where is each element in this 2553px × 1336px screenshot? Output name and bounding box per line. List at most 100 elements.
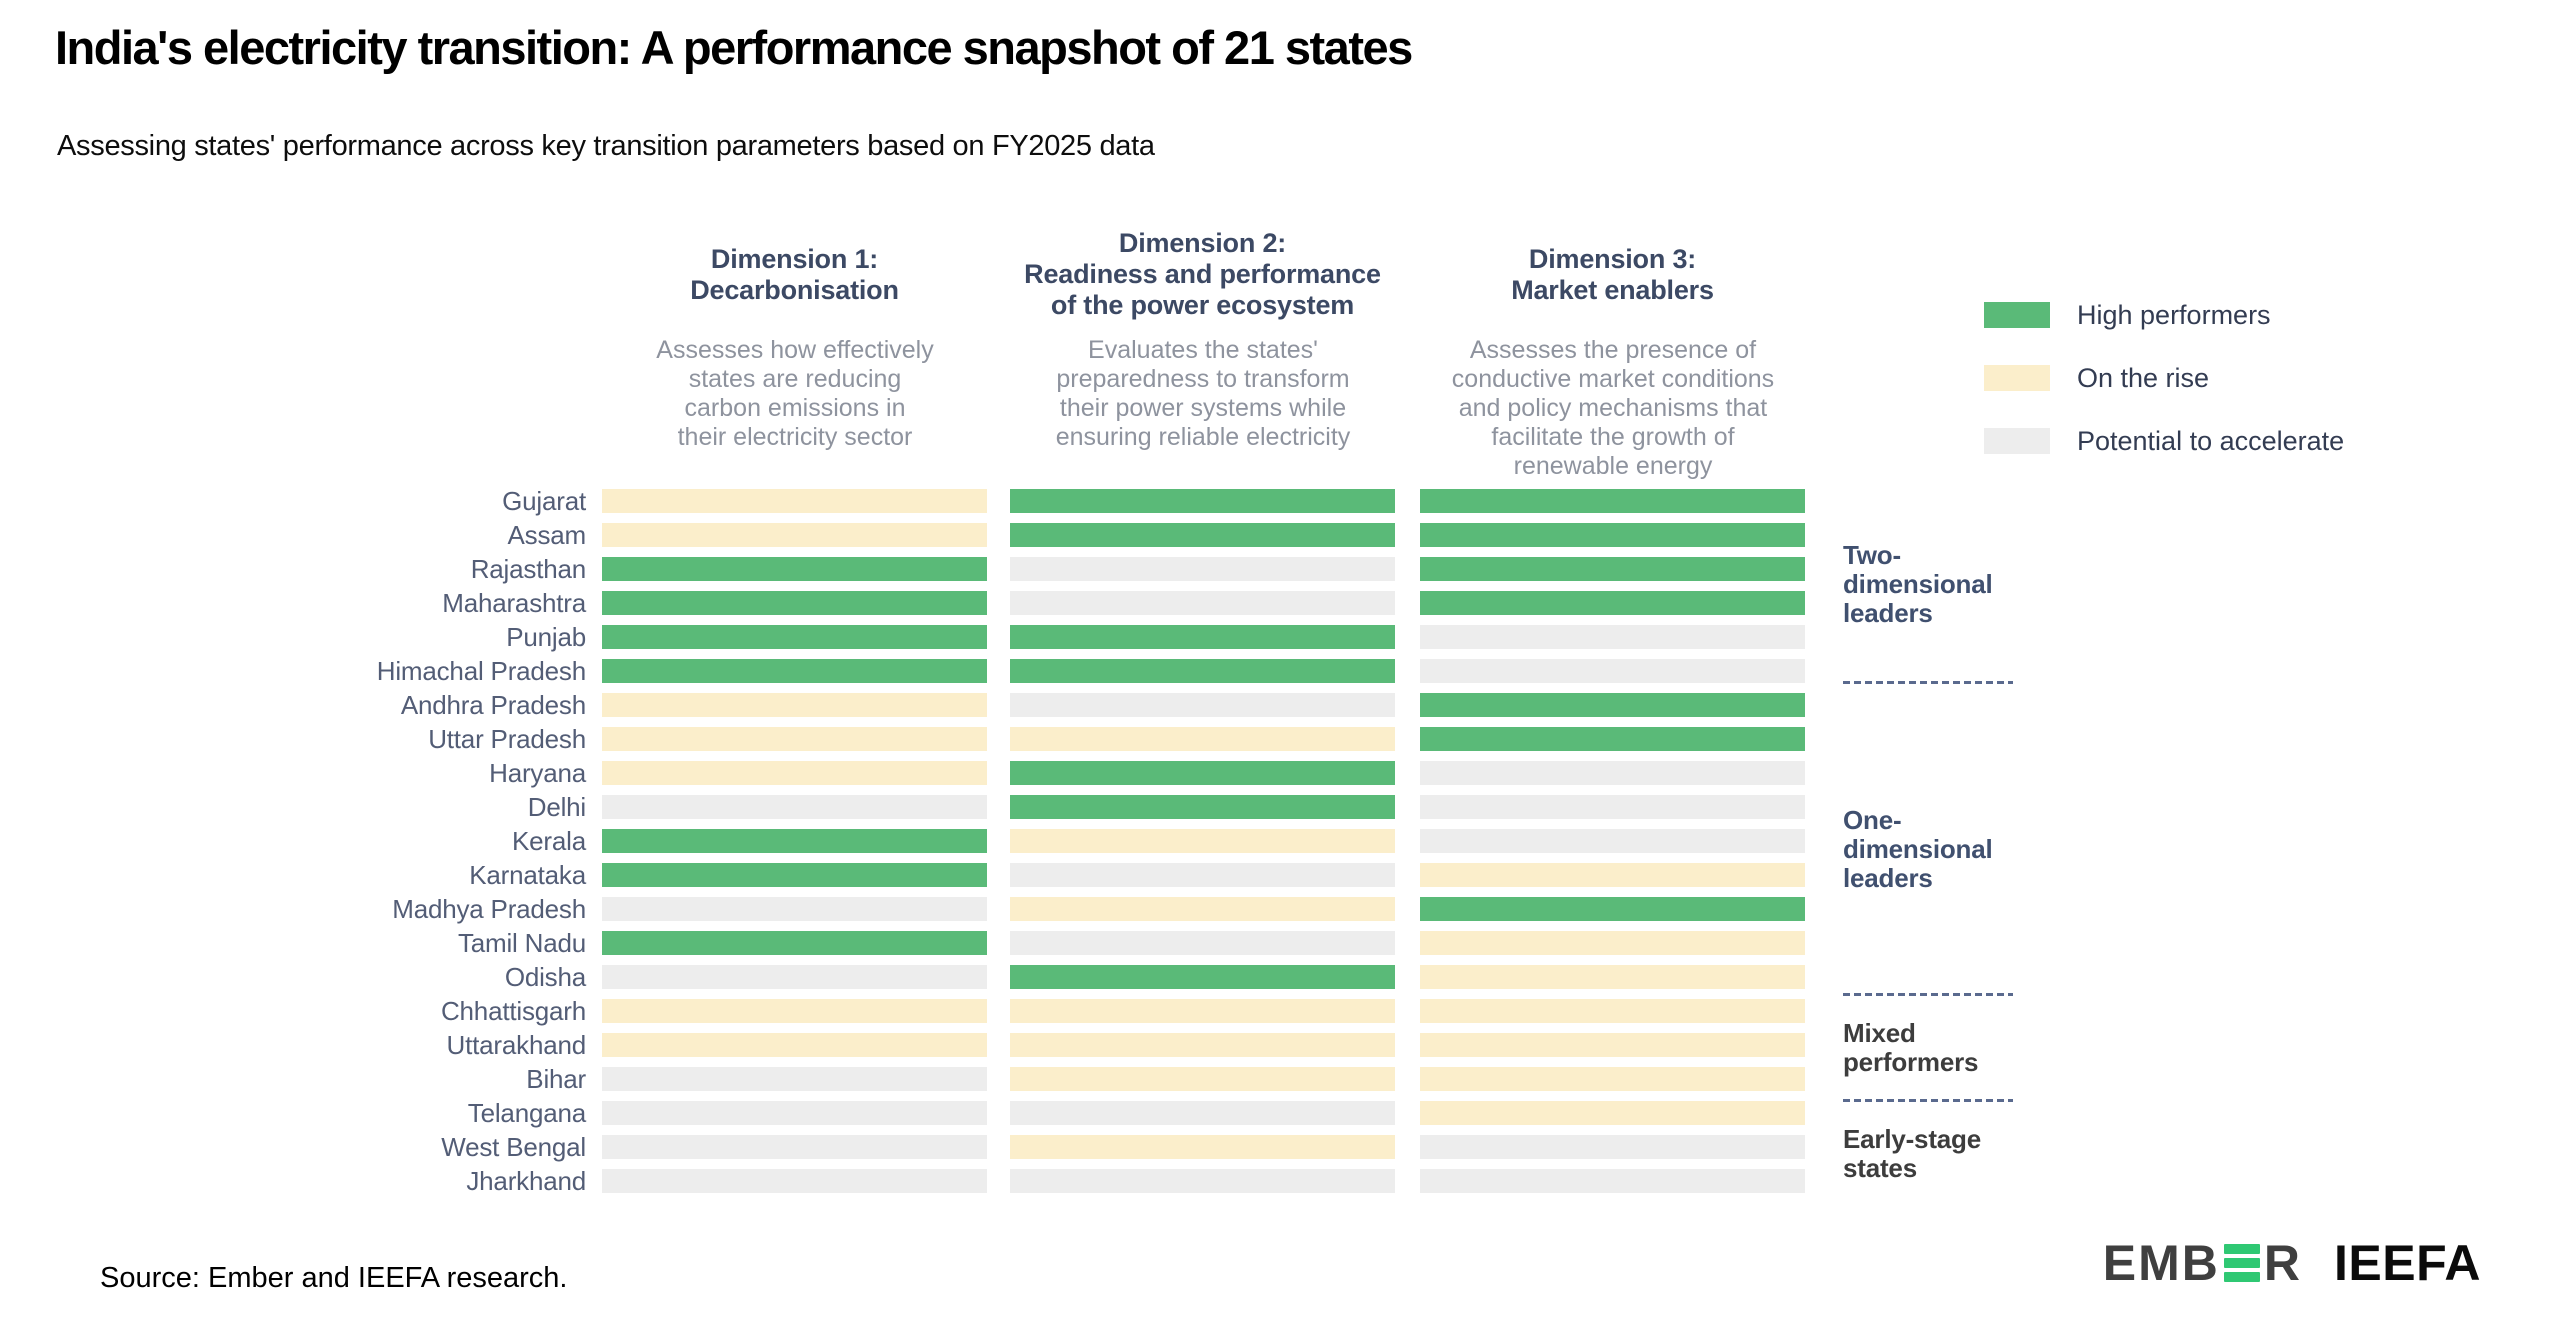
performance-bar xyxy=(1420,1135,1805,1159)
performance-bar xyxy=(1420,965,1805,989)
performance-bar xyxy=(1420,795,1805,819)
performance-bar xyxy=(1420,999,1805,1023)
state-label: Punjab xyxy=(506,621,586,652)
state-label: Chhattisgarh xyxy=(440,995,586,1026)
performance-bar xyxy=(1420,761,1805,785)
source-note: Source: Ember and IEEFA research. xyxy=(100,1262,568,1294)
table-row: Punjab xyxy=(0,621,2553,652)
state-label: Uttar Pradesh xyxy=(428,723,586,754)
state-label: Kerala xyxy=(512,825,586,856)
performance-bar xyxy=(1420,931,1805,955)
performance-bar xyxy=(1420,557,1805,581)
performance-bar xyxy=(1420,1067,1805,1091)
table-row: Odisha xyxy=(0,961,2553,992)
performance-bar xyxy=(1010,1101,1395,1125)
performance-bar xyxy=(602,523,987,547)
performance-bar xyxy=(1420,829,1805,853)
ember-logo-text-prefix: EMB xyxy=(2102,1235,2220,1291)
performance-bar xyxy=(1010,659,1395,683)
dimension-3-header: Dimension 3: Market enablers xyxy=(1511,244,1714,305)
dimension-1-description: Assesses how effectively states are redu… xyxy=(656,336,934,451)
performance-bar xyxy=(1420,727,1805,751)
performance-bar xyxy=(1010,965,1395,989)
performance-bar xyxy=(602,1135,987,1159)
table-row: Uttarakhand xyxy=(0,1029,2553,1060)
state-rows: Gujarat Assam Rajasthan Maharashtra Punjab Hi… xyxy=(0,485,2553,1219)
performance-bar xyxy=(1010,591,1395,615)
performance-bar xyxy=(602,1067,987,1091)
performance-bar xyxy=(1010,1033,1395,1057)
table-row: Assam xyxy=(0,520,2553,550)
performance-bar xyxy=(1420,1169,1805,1193)
performance-bar xyxy=(1010,1067,1395,1091)
performance-bar xyxy=(1420,693,1805,717)
table-row: Bihar xyxy=(0,1063,2553,1094)
group-label-one-dimensional-leaders: One-dimensional leaders xyxy=(1843,805,1993,893)
state-label: Himachal Pradesh xyxy=(376,655,586,686)
performance-bar xyxy=(1010,829,1395,853)
page-subtitle: Assessing states' performance across key… xyxy=(57,130,1155,162)
legend-item: High performers xyxy=(1984,299,2344,330)
performance-bar xyxy=(1420,489,1805,513)
dimension-1-header: Dimension 1: Decarbonisation xyxy=(690,244,899,305)
table-row: Tamil Nadu xyxy=(0,928,2553,958)
footer-logos: EMB R IEEFA xyxy=(2103,1234,2481,1292)
performance-bar xyxy=(1010,795,1395,819)
table-row: Uttar Pradesh xyxy=(0,723,2553,754)
legend-label: Potential to accelerate xyxy=(2077,425,2345,456)
performance-bar xyxy=(1010,625,1395,649)
table-row: Gujarat xyxy=(0,485,2553,516)
state-label: Haryana xyxy=(489,757,586,788)
performance-bar xyxy=(1420,523,1805,547)
group-label-two-dimensional-leaders: Two-dimensional leaders xyxy=(1843,540,1993,628)
performance-bar xyxy=(1010,999,1395,1023)
page-title: India's electricity transition: A perfor… xyxy=(55,21,1413,74)
dimension-2-header: Dimension 2: Readiness and performance o… xyxy=(1024,228,1381,320)
performance-bar xyxy=(602,931,987,955)
state-label: West Bengal xyxy=(441,1131,586,1162)
table-row: Telangana xyxy=(0,1098,2553,1128)
state-label: Maharashtra xyxy=(442,587,586,618)
table-row: Jharkhand xyxy=(0,1166,2553,1196)
performance-bar xyxy=(1010,489,1395,513)
state-label: Odisha xyxy=(504,961,586,992)
table-row: Kerala xyxy=(0,825,2553,856)
performance-bar xyxy=(1010,727,1395,751)
table-row: Andhra Pradesh xyxy=(0,690,2553,720)
state-label: Bihar xyxy=(526,1063,586,1094)
group-divider xyxy=(1843,1099,2013,1102)
table-row: West Bengal xyxy=(0,1131,2553,1162)
dimension-3-description: Assesses the presence of conductive mark… xyxy=(1451,336,1775,480)
performance-bar xyxy=(1420,897,1805,921)
performance-bar xyxy=(1010,693,1395,717)
group-label-mixed-performers: Mixed performers xyxy=(1843,1018,1979,1077)
table-row: Madhya Pradesh xyxy=(0,893,2553,924)
table-row: Maharashtra xyxy=(0,587,2553,618)
group-divider xyxy=(1843,993,2013,996)
ember-logo: EMB R xyxy=(2103,1234,2302,1292)
performance-bar xyxy=(602,761,987,785)
table-row: Rajasthan xyxy=(0,553,2553,584)
group-divider xyxy=(1843,681,2013,684)
performance-bar xyxy=(1010,523,1395,547)
performance-bar xyxy=(602,693,987,717)
legend-label: High performers xyxy=(2077,299,2271,330)
table-row: Himachal Pradesh xyxy=(0,655,2553,686)
state-label: Madhya Pradesh xyxy=(392,893,586,924)
grey-swatch-icon xyxy=(1984,428,2050,454)
performance-bar xyxy=(602,965,987,989)
group-label-early-stage-states: Early-stage states xyxy=(1843,1124,1981,1183)
state-label: Rajasthan xyxy=(470,553,586,584)
performance-bar xyxy=(1420,1101,1805,1125)
yellow-swatch-icon xyxy=(1984,365,2050,391)
state-label: Gujarat xyxy=(502,485,586,516)
performance-bar xyxy=(1010,863,1395,887)
performance-bar xyxy=(602,591,987,615)
performance-bar xyxy=(602,659,987,683)
performance-bar xyxy=(602,863,987,887)
legend-item: Potential to accelerate xyxy=(1984,425,2345,456)
performance-bar xyxy=(1420,659,1805,683)
state-label: Uttarakhand xyxy=(446,1029,587,1060)
performance-bar xyxy=(602,625,987,649)
